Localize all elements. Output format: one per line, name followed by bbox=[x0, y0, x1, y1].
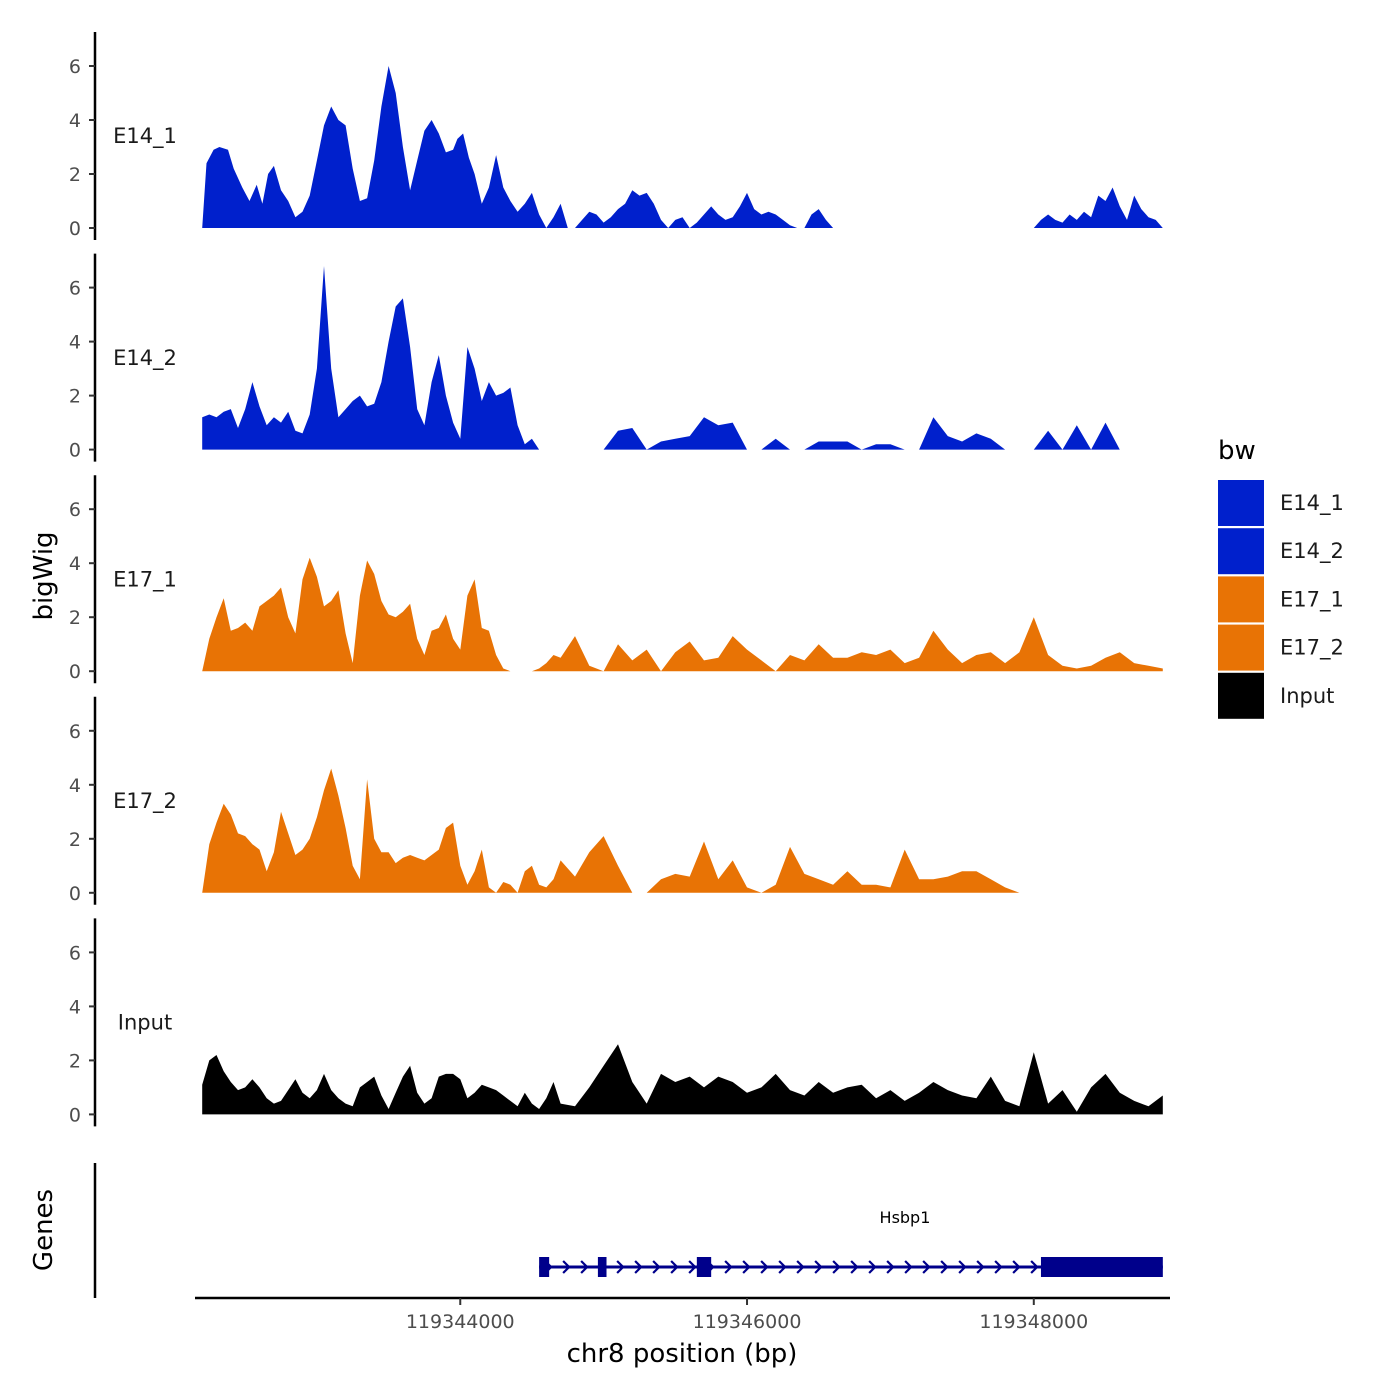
genes-axis-title: Genes bbox=[29, 1189, 59, 1271]
y-axis-title: bigWig bbox=[29, 531, 59, 620]
legend-key-Input bbox=[1218, 672, 1264, 719]
y-tick-label: 6 bbox=[69, 942, 81, 964]
track-label: E14_2 bbox=[113, 346, 177, 371]
y-tick-label: 0 bbox=[69, 440, 81, 462]
y-tick-label: 0 bbox=[69, 661, 81, 683]
gene-exon bbox=[597, 1257, 607, 1277]
y-tick-label: 2 bbox=[69, 607, 81, 629]
y-tick-label: 6 bbox=[69, 721, 81, 743]
strand-arrow bbox=[814, 1260, 823, 1274]
strand-arrow bbox=[922, 1260, 931, 1274]
legend-title: bw bbox=[1218, 436, 1256, 466]
x-axis-title: chr8 position (bp) bbox=[567, 1339, 798, 1369]
strand-arrow bbox=[652, 1260, 661, 1274]
strand-arrow bbox=[940, 1260, 949, 1274]
track-label: E17_2 bbox=[113, 789, 177, 814]
strand-arrow bbox=[868, 1260, 877, 1274]
strand-arrow bbox=[670, 1260, 679, 1274]
coverage-tracks: 0 2 4 6 E14_1 0 2 4 6 E14_2 0 2 4 6 E17_1 0 2 4 6 E17_2 0 2 4 6… bbox=[69, 32, 1163, 1127]
strand-arrow bbox=[742, 1260, 751, 1274]
y-tick-label: 0 bbox=[69, 883, 81, 905]
strand-arrow bbox=[760, 1260, 769, 1274]
legend: bw E14_1 E14_2 E17_1 E17_2 Input bbox=[1218, 436, 1344, 719]
y-tick-label: 2 bbox=[69, 164, 81, 186]
track-Input: 0 2 4 6 Input bbox=[69, 918, 1163, 1127]
y-tick-label: 0 bbox=[69, 218, 81, 240]
legend-label: Input bbox=[1280, 684, 1334, 708]
track-E14_1: 0 2 4 6 E14_1 bbox=[69, 32, 1163, 240]
track-E17_1: 0 2 4 6 E17_1 bbox=[69, 475, 1163, 684]
gene-exon bbox=[1040, 1257, 1163, 1277]
legend-label: E14_1 bbox=[1280, 491, 1344, 516]
genes-panel: Genes Hsbp1 bbox=[29, 1163, 1163, 1298]
track-label: Input bbox=[118, 1011, 172, 1035]
strand-arrow bbox=[904, 1260, 913, 1274]
y-tick-label: 4 bbox=[69, 775, 81, 797]
strand-arrow bbox=[850, 1260, 859, 1274]
gene-label: Hsbp1 bbox=[880, 1208, 931, 1227]
strand-arrow bbox=[616, 1260, 625, 1274]
strand-arrow bbox=[976, 1260, 985, 1274]
y-tick-label: 6 bbox=[69, 499, 81, 521]
strand-arrow bbox=[1030, 1260, 1039, 1274]
legend-label: E17_2 bbox=[1280, 636, 1344, 661]
y-tick-label: 4 bbox=[69, 553, 81, 575]
strand-arrow bbox=[796, 1260, 805, 1274]
x-tick-label: 119346000 bbox=[693, 1311, 802, 1333]
strand-arrow bbox=[994, 1260, 1003, 1274]
track-E17_2: 0 2 4 6 E17_2 bbox=[69, 696, 1163, 905]
strand-arrow bbox=[724, 1260, 733, 1274]
y-tick-label: 0 bbox=[69, 1104, 81, 1126]
legend-key-E14_1 bbox=[1218, 480, 1264, 526]
legend-label: E14_2 bbox=[1280, 539, 1344, 564]
x-axis: 119344000 119346000 119348000 bbox=[195, 1296, 1170, 1333]
coverage-area-Input bbox=[202, 1044, 1163, 1115]
strand-arrow bbox=[688, 1260, 697, 1274]
x-tick-label: 119344000 bbox=[406, 1311, 515, 1333]
gene-Hsbp1: Hsbp1 bbox=[539, 1208, 1163, 1277]
strand-arrow bbox=[778, 1260, 787, 1274]
gene-exon bbox=[539, 1257, 550, 1277]
strand-arrow bbox=[886, 1260, 895, 1274]
coverage-area-E14_1 bbox=[202, 66, 1163, 228]
x-tick-label: 119348000 bbox=[979, 1311, 1088, 1333]
strand-arrow bbox=[1012, 1260, 1021, 1274]
y-tick-label: 6 bbox=[69, 278, 81, 300]
y-tick-label: 2 bbox=[69, 829, 81, 851]
legend-label: E17_1 bbox=[1280, 587, 1344, 612]
strand-arrow bbox=[634, 1260, 643, 1274]
y-tick-label: 4 bbox=[69, 996, 81, 1018]
track-E14_2: 0 2 4 6 E14_2 bbox=[69, 253, 1163, 462]
y-tick-label: 4 bbox=[69, 332, 81, 354]
track-label: E17_1 bbox=[113, 567, 177, 592]
coverage-area-E14_2 bbox=[202, 266, 1163, 450]
gene-exon bbox=[696, 1257, 712, 1277]
strand-arrow bbox=[832, 1260, 841, 1274]
y-tick-label: 2 bbox=[69, 386, 81, 408]
track-label: E14_1 bbox=[113, 124, 177, 149]
coverage-area-E17_1 bbox=[202, 557, 1163, 672]
legend-key-E17_1 bbox=[1218, 576, 1264, 623]
y-tick-label: 2 bbox=[69, 1050, 81, 1072]
y-tick-label: 6 bbox=[69, 56, 81, 78]
strand-arrow bbox=[562, 1260, 571, 1274]
strand-arrow bbox=[580, 1260, 589, 1274]
y-tick-label: 4 bbox=[69, 110, 81, 132]
legend-key-E17_2 bbox=[1218, 624, 1264, 671]
coverage-area-E17_2 bbox=[202, 768, 1163, 893]
strand-arrow bbox=[958, 1260, 967, 1274]
legend-key-E14_2 bbox=[1218, 528, 1264, 575]
